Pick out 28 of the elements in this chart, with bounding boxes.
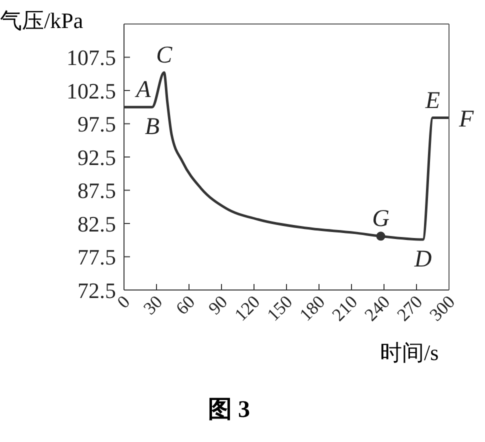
x-tick-label: 270 (393, 292, 426, 325)
y-tick-label: 82.5 (78, 211, 116, 236)
x-tick-label: 30 (139, 292, 166, 318)
x-tick-label: 180 (296, 292, 329, 325)
annotation: D (413, 246, 432, 272)
text: 图 3 (208, 396, 250, 425)
y-tick-label: 72.5 (78, 278, 116, 303)
x-tick-label: 120 (230, 292, 264, 325)
y-tick-label: 92.5 (78, 144, 116, 170)
x-tick-label: 90 (204, 292, 232, 318)
y-tick-label: 107.5 (66, 45, 116, 70)
x-tick-label: 240 (360, 292, 394, 325)
annotation: C (156, 42, 174, 69)
x-tick-label: 210 (328, 292, 362, 325)
annotation: A (134, 77, 152, 104)
x-tick-label: 300 (426, 292, 459, 325)
y-tick-label: 97.5 (78, 112, 116, 137)
annotation: E (424, 88, 440, 114)
x-axis-title: 时间/s (380, 339, 439, 367)
annotation: B (144, 114, 160, 140)
x-tick-label: 60 (172, 292, 199, 318)
y-tick-label: 77.5 (78, 244, 116, 270)
y-axis-title: 气压/kPa (0, 7, 84, 35)
x-tick-label: 150 (263, 292, 296, 325)
annotation: G (372, 206, 390, 232)
y-tick-label: 102.5 (66, 78, 116, 104)
annotation: F (458, 106, 474, 132)
y-tick-label: 87.5 (78, 178, 116, 204)
